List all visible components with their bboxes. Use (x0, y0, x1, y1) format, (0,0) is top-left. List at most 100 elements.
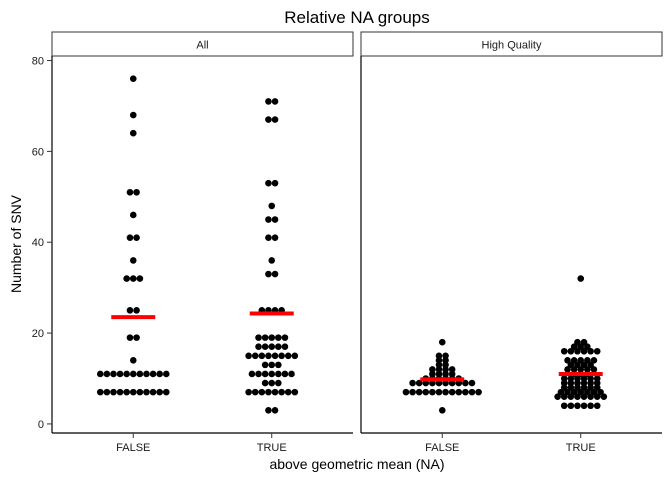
data-point (574, 361, 581, 369)
data-point (268, 370, 276, 378)
data-point (574, 375, 581, 382)
data-point (156, 388, 163, 396)
data-point (560, 402, 568, 410)
data-point (149, 370, 157, 378)
data-point (136, 388, 144, 396)
data-point (435, 388, 443, 396)
data-point (96, 370, 104, 378)
data-point (129, 370, 137, 378)
data-point (271, 406, 279, 414)
data-point (462, 388, 469, 396)
data-point (251, 388, 259, 396)
data-point (448, 366, 456, 373)
data-point (593, 379, 601, 387)
data-point (593, 375, 601, 382)
data-point (570, 366, 578, 373)
data-point (245, 352, 252, 360)
data-point (560, 347, 568, 355)
data-point (126, 188, 134, 196)
data-point (123, 370, 130, 378)
strip-label-all: All (196, 40, 208, 52)
data-point (133, 307, 140, 314)
data-point (435, 352, 443, 360)
data-point (255, 343, 262, 350)
data-point (422, 388, 430, 396)
data-point (133, 334, 140, 341)
data-point (271, 179, 279, 187)
data-point (129, 275, 137, 282)
data-point (567, 393, 575, 400)
axis-ticks: 0 20 40 60 80 FALSE TRUE FALSE TRUE (32, 56, 596, 454)
data-point (567, 402, 575, 410)
data-point (584, 343, 591, 350)
data-point (284, 352, 292, 360)
data-point (600, 393, 608, 400)
x-axis-title: above geometric mean (NA) (269, 456, 444, 472)
data-point (129, 257, 137, 264)
data-point (587, 347, 594, 355)
data-point (275, 370, 282, 378)
data-point (587, 393, 594, 400)
data-point (570, 388, 578, 396)
data-point (136, 370, 144, 378)
strip-box-all (51, 31, 354, 57)
data-point (435, 357, 443, 364)
data-point (584, 366, 591, 373)
data-point (265, 388, 272, 396)
data-point (593, 402, 601, 410)
y-tick-label: 80 (32, 56, 44, 68)
data-point (136, 275, 144, 282)
data-point (261, 379, 269, 387)
data-point (590, 357, 598, 364)
data-point (129, 129, 137, 137)
data-point (162, 388, 170, 396)
data-point (564, 366, 571, 373)
mean-bars (111, 311, 603, 382)
data-point (126, 307, 134, 314)
data-point (570, 357, 578, 364)
data-point (271, 234, 279, 241)
data-point (288, 370, 295, 378)
data-point (123, 275, 130, 282)
y-axis-title: Number of SNV (8, 194, 24, 293)
data-point (587, 379, 594, 387)
data-point (580, 375, 588, 382)
data-point (126, 234, 134, 241)
data-point (245, 388, 252, 396)
data-point (261, 343, 269, 350)
data-point (248, 370, 256, 378)
data-point (291, 352, 299, 360)
data-point (560, 379, 568, 387)
data-point (455, 388, 463, 396)
data-point (442, 352, 449, 360)
data-point (143, 388, 150, 396)
data-point (278, 388, 285, 396)
data-point (580, 347, 588, 355)
data-point (442, 357, 449, 364)
data-point (268, 379, 276, 387)
data-point (96, 388, 104, 396)
data-point (475, 388, 482, 396)
data-point (129, 75, 137, 83)
data-point (574, 393, 581, 400)
strip-box-high-quality (360, 31, 663, 57)
data-point (587, 402, 594, 410)
data-point (133, 234, 140, 241)
data-point (557, 388, 565, 396)
data-point (281, 343, 289, 350)
data-point (580, 379, 588, 387)
data-point (448, 370, 456, 378)
data-point (580, 393, 588, 400)
data-point (409, 379, 416, 387)
data-point (129, 111, 137, 119)
x-tick-label: TRUE (566, 442, 596, 454)
data-point (255, 370, 262, 378)
data-point (429, 388, 436, 396)
data-point (597, 388, 604, 396)
data-point (268, 334, 276, 341)
data-point (560, 393, 568, 400)
y-tick-label: 40 (32, 237, 44, 249)
data-point (103, 370, 111, 378)
y-tick-label: 0 (38, 419, 44, 431)
